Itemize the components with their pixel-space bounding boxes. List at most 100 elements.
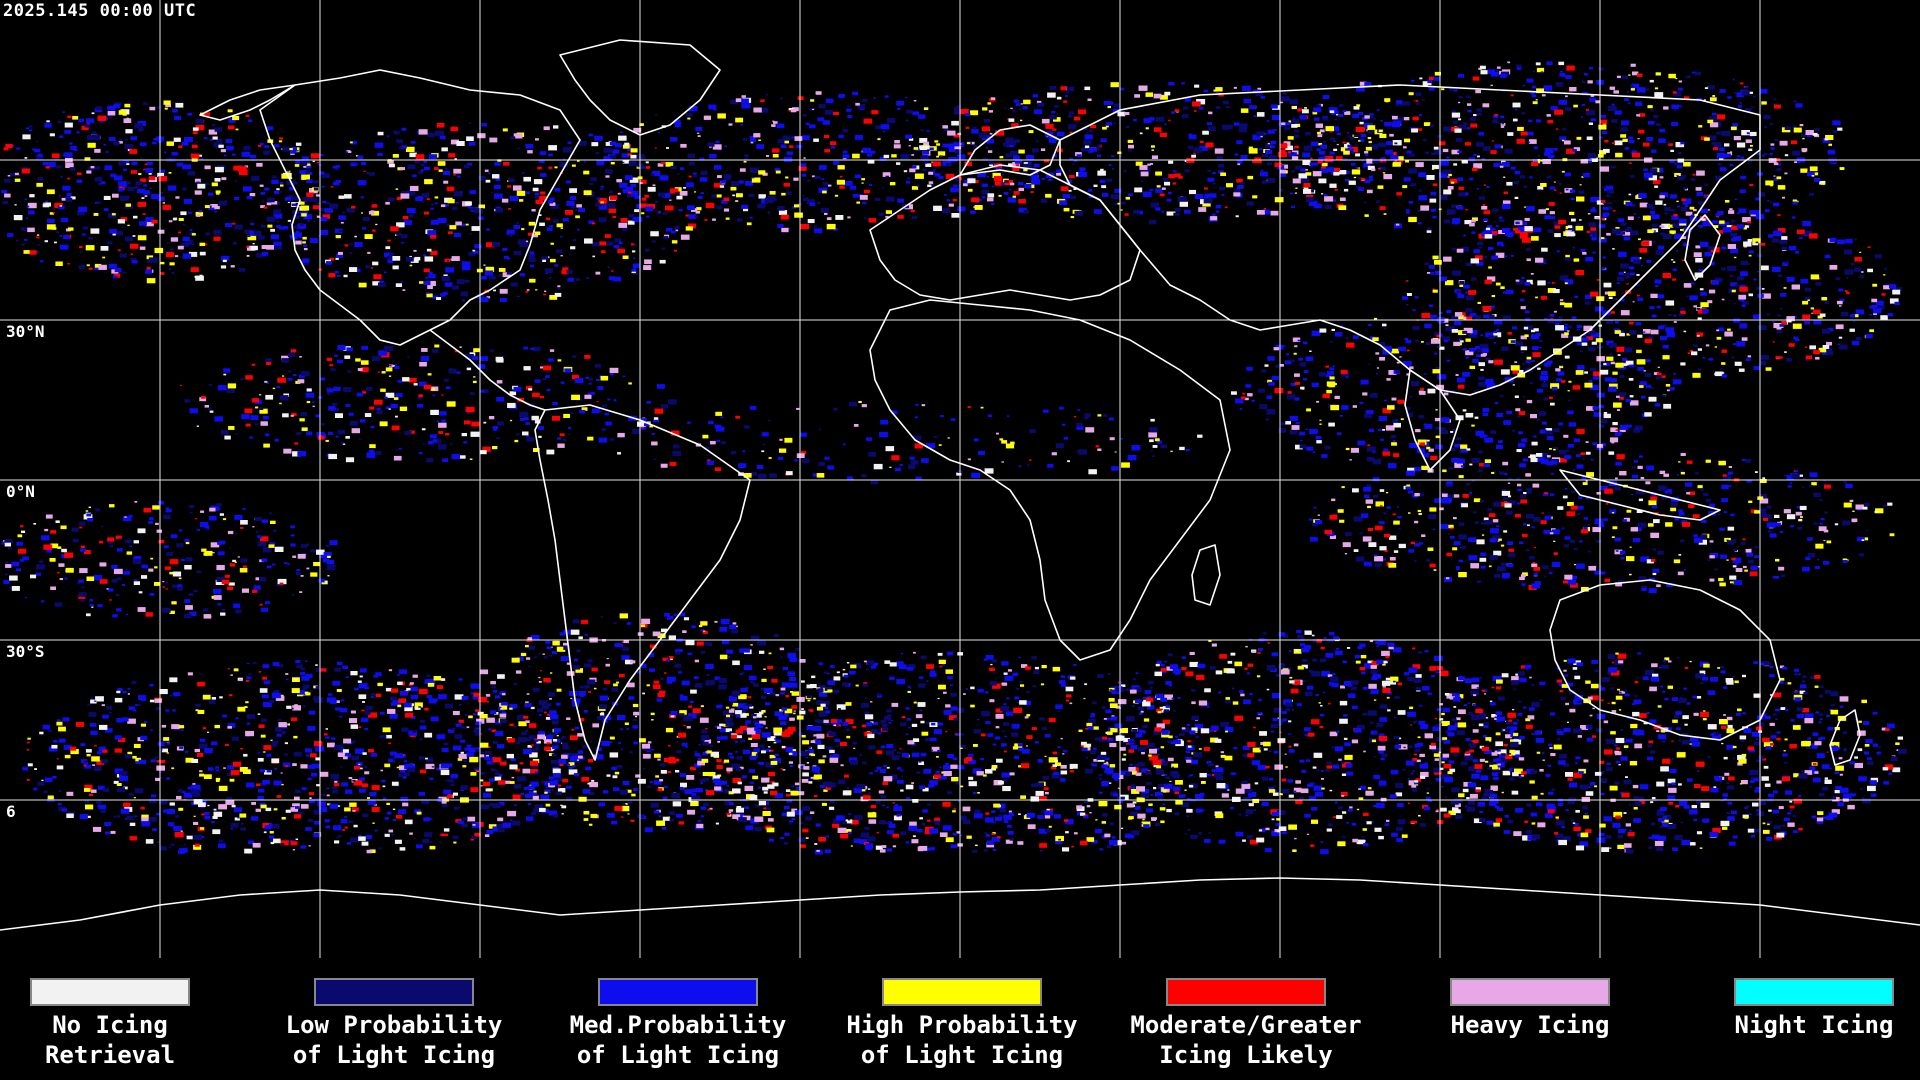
icing-pixel xyxy=(811,175,815,178)
icing-pixel xyxy=(148,257,158,263)
icing-pixel xyxy=(442,458,449,462)
icing-pixel xyxy=(329,257,334,261)
icing-pixel xyxy=(1535,119,1542,123)
icing-pixel xyxy=(1743,227,1747,230)
icing-pixel xyxy=(22,556,29,561)
icing-pixel xyxy=(1755,241,1759,244)
icing-pixel xyxy=(1695,245,1701,249)
icing-pixel xyxy=(1659,128,1666,133)
icing-pixel xyxy=(291,196,300,201)
icing-pixel xyxy=(1022,106,1028,110)
icing-pixel xyxy=(1559,299,1564,302)
icing-pixel xyxy=(769,191,776,195)
icing-pixel xyxy=(1672,261,1676,263)
icing-pixel xyxy=(1494,335,1498,338)
icing-pixel xyxy=(1645,88,1649,91)
icing-pixel xyxy=(1215,205,1222,209)
icing-pixel xyxy=(771,124,776,127)
icing-pixel xyxy=(920,458,929,463)
icing-pixel xyxy=(987,197,994,202)
icing-pixel xyxy=(245,375,253,380)
icing-pixel xyxy=(1781,321,1787,325)
icing-pixel xyxy=(1660,232,1665,236)
icing-pixel xyxy=(1194,84,1200,88)
icing-pixel xyxy=(91,606,94,608)
icing-pixel xyxy=(1471,231,1476,234)
icing-pixel xyxy=(1320,168,1328,173)
icing-pixel xyxy=(1575,270,1585,276)
icing-pixel xyxy=(541,256,548,261)
icing-pixel xyxy=(1624,98,1629,101)
icing-pixel xyxy=(1112,168,1115,170)
icing-pixel xyxy=(151,193,160,199)
icing-pixel xyxy=(263,416,269,420)
icing-pixel xyxy=(1625,272,1632,277)
icing-pixel xyxy=(1482,407,1490,412)
icing-pixel xyxy=(1466,448,1471,451)
icing-pixel xyxy=(1344,111,1351,115)
icing-pixel xyxy=(677,173,680,175)
icing-pixel xyxy=(533,179,543,185)
icing-pixel xyxy=(311,401,315,403)
icing-pixel xyxy=(1778,274,1783,277)
icing-pixel xyxy=(1279,172,1287,177)
icing-pixel xyxy=(703,115,711,120)
icing-pixel xyxy=(310,153,320,159)
icing-pixel xyxy=(276,188,280,191)
icing-pixel xyxy=(609,367,619,374)
icing-pixel xyxy=(663,236,669,240)
icing-pixel xyxy=(801,173,807,177)
icing-pixel xyxy=(624,175,633,180)
icing-pixel xyxy=(1207,169,1212,172)
icing-pixel xyxy=(62,111,65,113)
icing-pixel xyxy=(1403,101,1411,106)
icing-pixel xyxy=(1567,444,1574,448)
icing-pixel xyxy=(1140,171,1149,177)
icing-pixel xyxy=(1465,338,1471,342)
icing-pixel xyxy=(130,136,137,141)
icing-pixel xyxy=(528,221,535,226)
icing-pixel xyxy=(123,168,127,171)
icing-pixel xyxy=(1708,85,1715,90)
icing-pixel xyxy=(194,178,201,183)
icing-pixel xyxy=(538,159,545,163)
icing-pixel xyxy=(1541,247,1548,252)
icing-pixel xyxy=(169,610,175,614)
icing-pixel xyxy=(1369,178,1374,181)
icing-pixel xyxy=(870,150,876,154)
icing-pixel xyxy=(1451,204,1457,208)
icing-pixel xyxy=(1015,103,1021,107)
icing-pixel xyxy=(1324,445,1331,450)
icing-pixel xyxy=(1070,216,1075,219)
icing-pixel xyxy=(1531,236,1539,241)
icing-pixel xyxy=(1240,108,1249,113)
icing-pixel xyxy=(1426,175,1435,180)
icing-pixel xyxy=(470,431,480,437)
icing-pixel xyxy=(761,432,769,437)
icing-pixel xyxy=(1287,151,1291,154)
icing-pixel xyxy=(794,204,800,208)
icing-pixel xyxy=(1579,350,1584,353)
icing-pixel xyxy=(1521,351,1524,354)
icing-pixel xyxy=(1316,440,1322,444)
icing-pixel xyxy=(82,226,88,230)
icing-pixel xyxy=(251,398,259,403)
icing-pixel xyxy=(1150,163,1154,165)
icing-pixel xyxy=(1536,88,1544,94)
icing-pixel xyxy=(279,402,282,405)
icing-pixel xyxy=(467,162,472,166)
icing-pixel xyxy=(1661,223,1671,229)
icing-pixel xyxy=(1742,217,1751,223)
icing-pixel xyxy=(1575,454,1581,458)
icing-pixel xyxy=(814,228,823,234)
icing-pixel xyxy=(1083,140,1092,145)
icing-pixel xyxy=(1554,319,1562,324)
icing-pixel xyxy=(1467,127,1471,130)
icing-pixel xyxy=(1603,363,1607,366)
icing-pixel xyxy=(450,126,458,132)
icing-pixel xyxy=(406,190,416,196)
icing-pixel xyxy=(697,195,703,199)
icing-pixel xyxy=(714,467,722,472)
icing-pixel xyxy=(197,183,206,189)
icing-pixel xyxy=(5,573,8,576)
